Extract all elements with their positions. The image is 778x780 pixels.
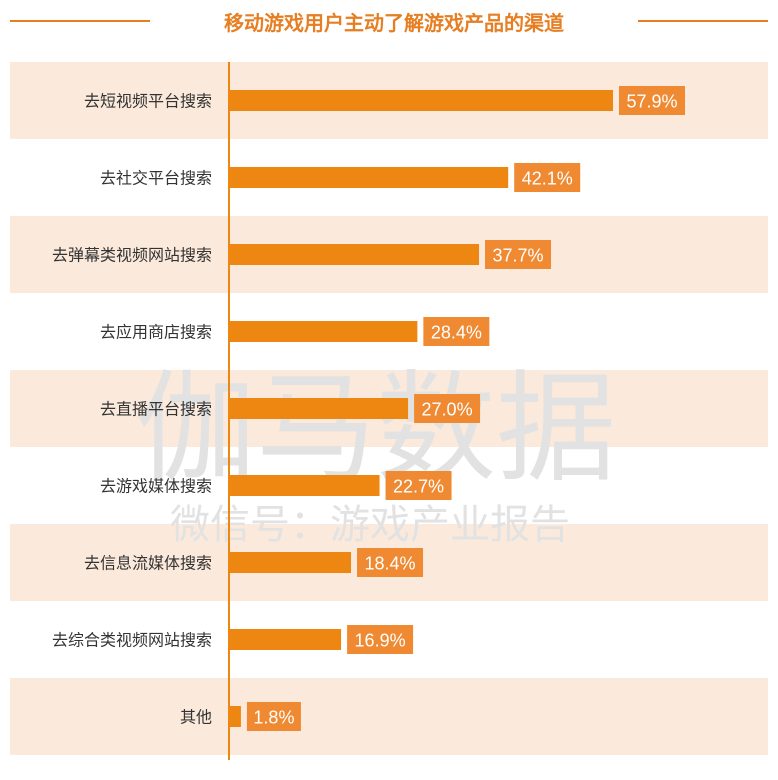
bar: [229, 552, 352, 573]
data-label-box: [619, 86, 685, 115]
watermark: 伽马数据 微信号：游戏产业报告: [136, 360, 616, 548]
data-label: 57.9%: [626, 92, 677, 112]
row-band: [10, 678, 768, 755]
bar: [229, 398, 409, 419]
data-label: 16.9%: [355, 631, 406, 651]
bar: [229, 167, 509, 188]
bar: [229, 706, 241, 727]
bar-series: [229, 90, 613, 727]
bar: [229, 475, 380, 496]
value-labels: 57.9% 42.1% 37.7% 28.4% 27.0% 22.7% 18.4% 16.9%…: [246, 86, 685, 731]
data-label-box: [246, 702, 301, 731]
category-label: 去短视频平台搜索: [84, 92, 212, 111]
category-label: 去信息流媒体搜索: [84, 554, 212, 573]
bar: [229, 244, 480, 265]
bar: [229, 90, 613, 111]
data-label: 42.1%: [522, 169, 573, 189]
data-label: 18.4%: [365, 554, 416, 574]
data-label-box: [385, 471, 452, 500]
data-label-box: [357, 548, 424, 577]
category-label: 去社交平台搜索: [100, 169, 212, 188]
watermark-line2: 微信号：游戏产业报告: [170, 502, 570, 548]
data-label-box: [414, 394, 481, 423]
bar: [229, 629, 342, 650]
category-label: 去应用商店搜索: [100, 323, 212, 342]
data-label: 1.8%: [253, 708, 294, 728]
chart-title: 移动游戏用户主动了解游戏产品的渠道: [224, 11, 564, 35]
data-label-box: [347, 625, 414, 654]
category-labels: 去短视频平台搜索去社交平台搜索去弹幕类视频网站搜索去应用商店搜索去直播平台搜索去…: [52, 92, 212, 727]
category-label: 去弹幕类视频网站搜索: [52, 246, 212, 265]
bar: [229, 321, 418, 342]
data-label: 22.7%: [393, 477, 444, 497]
data-label: 28.4%: [431, 323, 482, 343]
chart-header: 移动游戏用户主动了解游戏产品的渠道: [10, 11, 768, 35]
category-label: 其他: [180, 708, 212, 727]
category-label: 去游戏媒体搜索: [100, 477, 212, 496]
category-label: 去直播平台搜索: [100, 400, 212, 419]
data-label-box: [514, 163, 581, 192]
data-label: 37.7%: [493, 246, 544, 266]
data-label-box: [423, 317, 490, 346]
data-label-box: [485, 240, 552, 269]
category-label: 去综合类视频网站搜索: [52, 631, 212, 650]
data-label: 27.0%: [422, 400, 473, 420]
